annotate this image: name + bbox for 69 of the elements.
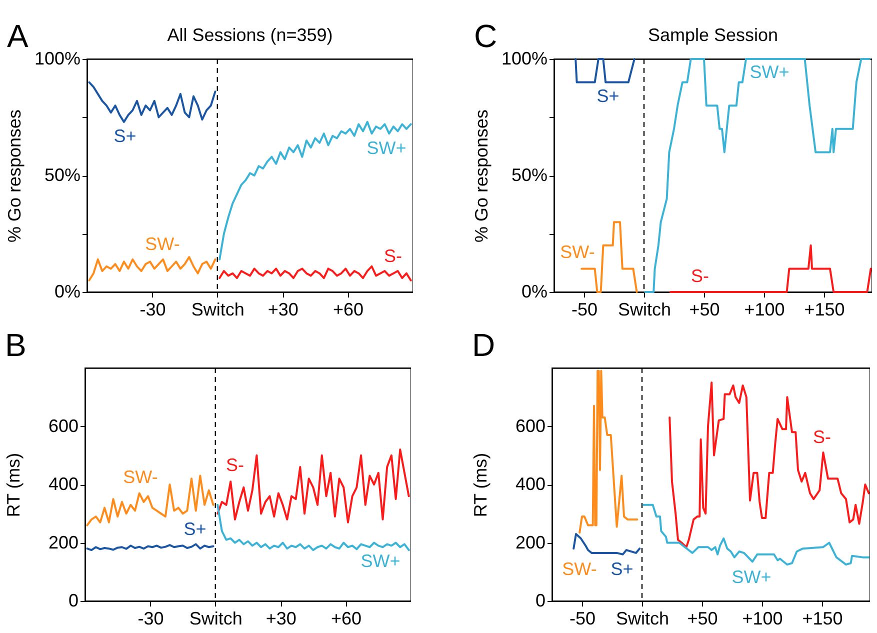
line-series (644, 58, 871, 293)
x-tick-label: +60 (331, 608, 362, 628)
text: B (5, 327, 26, 363)
x-tick-label: -50 (571, 300, 598, 320)
y-tick-label: 0 (535, 590, 546, 610)
series-label: S- (813, 427, 832, 447)
y-axis-title: % Go responses (471, 109, 492, 243)
text: C (474, 18, 498, 54)
y-tick-label: 400 (515, 474, 546, 494)
y-axis-title: RT (ms) (4, 452, 24, 518)
text: D (472, 327, 496, 363)
line-series (216, 504, 410, 552)
y-tick-label: 100% (501, 48, 548, 68)
line-series (88, 256, 216, 282)
x-tick-label: +50 (687, 608, 718, 628)
x-tick-label: +50 (689, 300, 720, 320)
x-tick-label: +100 (744, 300, 785, 320)
series-label: S+ (610, 559, 634, 579)
x-tick-label: +150 (804, 300, 845, 320)
series-label: SW+ (366, 138, 406, 158)
chart-title: Sample Session (648, 25, 778, 45)
line-series (578, 370, 638, 534)
x-tick-label: Switch (189, 608, 242, 628)
line-series (642, 504, 870, 566)
y-tick-label: 200 (48, 532, 78, 552)
y-tick-label: 50% (511, 165, 548, 185)
y-tick-label: 200 (515, 532, 546, 552)
y-tick-label: 0 (68, 590, 78, 610)
series-label: SW+ (732, 567, 772, 587)
series-label: SW- (145, 234, 180, 254)
y-tick-label: 0% (54, 282, 80, 302)
x-tick-label: Switch (616, 608, 670, 628)
series-label: S+ (596, 86, 620, 106)
x-tick-label: -30 (140, 300, 166, 320)
line-series (216, 448, 410, 524)
y-tick-label: 50% (44, 165, 80, 185)
y-axis-title: % Go responses (4, 109, 24, 243)
x-tick-label: Switch (618, 300, 672, 320)
x-tick-label: -30 (138, 608, 164, 628)
series-label: S+ (184, 519, 206, 539)
x-tick-label: -50 (569, 608, 596, 628)
line-series (668, 382, 870, 548)
x-tick-label: +150 (802, 608, 843, 628)
y-tick-label: 600 (515, 416, 546, 436)
chart-title: All Sessions (n=359) (167, 25, 333, 45)
line-series (88, 81, 216, 123)
series-label: S+ (114, 126, 136, 146)
x-tick-label: +100 (742, 608, 783, 628)
x-tick-label: +30 (268, 300, 298, 320)
y-tick-label: 100% (34, 48, 80, 68)
x-tick-label: Switch (191, 300, 244, 320)
series-label: S- (226, 455, 244, 475)
y-axis-title: RT (ms) (470, 452, 490, 518)
series-label: SW- (123, 467, 158, 487)
x-tick-label: +60 (333, 300, 364, 320)
series-label: SW- (560, 242, 595, 262)
y-tick-label: 600 (48, 416, 78, 436)
text: A (7, 18, 29, 54)
series-label: S- (691, 266, 710, 286)
series-label: SW- (562, 559, 597, 579)
line-series (218, 120, 412, 260)
y-tick-label: 0% (521, 282, 548, 302)
y-tick-label: 400 (48, 474, 78, 494)
series-label: SW+ (750, 62, 790, 82)
line-series (572, 533, 641, 556)
line-series (218, 265, 412, 282)
series-label: SW+ (360, 551, 400, 571)
x-tick-label: +30 (266, 608, 296, 628)
series-label: S- (384, 246, 402, 266)
